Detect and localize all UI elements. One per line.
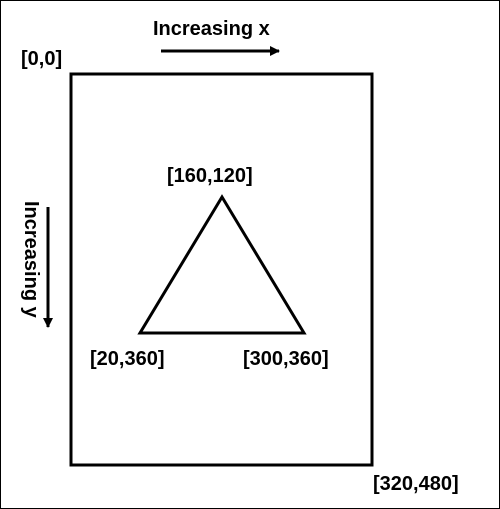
vertex-label-right: [300,360] — [243, 348, 329, 370]
vertex-label-top: [160,120] — [167, 165, 253, 187]
y-axis-label: Increasing y — [20, 201, 42, 319]
origin-label: [0,0] — [21, 48, 62, 70]
bottom-right-corner-label: [320,480] — [373, 473, 459, 495]
x-axis-label: Increasing x — [153, 18, 270, 40]
vertex-label-left: [20,360] — [90, 348, 165, 370]
